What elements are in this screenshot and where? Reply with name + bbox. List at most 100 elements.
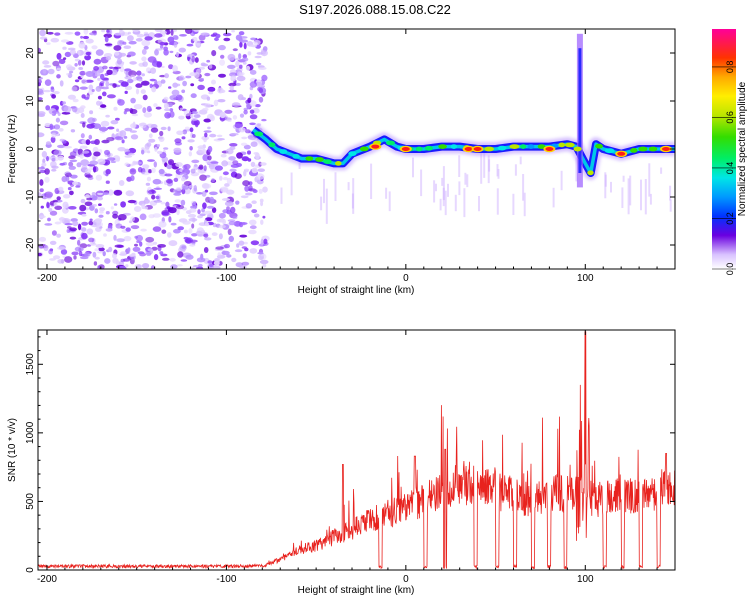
streak	[320, 196, 323, 211]
noise-blob	[53, 202, 58, 207]
noise-blob	[102, 251, 106, 257]
noise-blob	[226, 177, 232, 185]
noise-blob	[218, 212, 226, 219]
noise-blob	[147, 248, 153, 252]
noise-blob	[154, 29, 163, 33]
noise-blob	[229, 143, 238, 147]
noise-blob	[56, 196, 61, 201]
noise-blob	[219, 59, 226, 66]
noise-blob	[154, 33, 163, 38]
noise-blob	[249, 114, 258, 120]
noise-blob	[90, 140, 98, 145]
noise-blob	[106, 94, 116, 99]
noise-blob	[84, 201, 93, 207]
noise-blob	[120, 251, 127, 255]
noise-blob	[140, 89, 146, 94]
noise-blob	[255, 81, 263, 87]
noise-blob	[251, 209, 258, 214]
noise-blob	[150, 124, 158, 129]
noise-blob	[203, 118, 212, 123]
noise-blob	[175, 162, 183, 168]
snr-line	[38, 331, 675, 570]
noise-blob	[59, 80, 64, 87]
noise-blob	[67, 187, 72, 191]
noise-blob	[187, 213, 197, 218]
noise-blob	[206, 59, 211, 63]
noise-blob	[134, 243, 138, 247]
noise-blob	[228, 156, 236, 161]
noise-blob	[129, 130, 137, 133]
noise-blob	[138, 79, 143, 82]
track-segment	[587, 170, 594, 176]
track-segment	[438, 144, 447, 150]
noise-blob	[94, 256, 100, 260]
noise-blob	[141, 56, 147, 62]
streak	[478, 196, 480, 212]
noise-blob	[188, 217, 198, 222]
noise-blob	[59, 120, 69, 126]
x-tick-label: -100	[216, 574, 236, 585]
noise-blob	[80, 159, 89, 166]
noise-blob	[229, 168, 237, 172]
track-segment	[450, 144, 458, 150]
noise-blob	[67, 94, 76, 100]
noise-blob	[158, 221, 167, 228]
noise-blob	[139, 241, 143, 247]
spike-core	[578, 48, 582, 174]
noise-blob	[249, 100, 257, 107]
noise-blob	[114, 32, 121, 36]
noise-blob	[149, 83, 153, 89]
y-tick-label: -10	[25, 189, 36, 204]
noise-blob	[78, 250, 83, 257]
noise-blob	[38, 166, 46, 170]
track-segment	[537, 144, 546, 150]
noise-blob	[141, 48, 147, 55]
noise-blob	[73, 255, 77, 260]
noise-blob	[39, 169, 46, 174]
noise-blob	[38, 76, 43, 80]
noise-blob	[98, 214, 104, 218]
noise-blob	[251, 200, 257, 204]
noise-blob	[105, 180, 110, 184]
noise-blob	[225, 148, 234, 155]
noise-blob	[130, 175, 135, 182]
noise-blob	[86, 197, 93, 201]
streak	[560, 170, 563, 191]
noise-blob	[197, 168, 205, 174]
noise-blob	[180, 259, 188, 262]
noise-blob	[209, 263, 214, 267]
noise-blob	[80, 256, 89, 260]
streak	[464, 172, 467, 185]
streak	[627, 178, 630, 215]
noise-blob	[124, 162, 130, 167]
noise-blob	[140, 228, 147, 232]
noise-blob	[147, 169, 152, 174]
noise-blob	[97, 77, 101, 81]
noise-blob	[226, 189, 235, 195]
track-segment	[564, 142, 575, 148]
colorbar-tick-label: 0.6	[725, 111, 735, 124]
spectrogram-xlabel: Height of straight line (km)	[298, 285, 415, 296]
noise-blob	[146, 251, 152, 256]
noise-blob	[249, 69, 257, 75]
noise-blob	[135, 88, 140, 95]
noise-blob	[172, 82, 179, 88]
noise-blob	[134, 235, 138, 239]
noise-blob	[153, 241, 158, 245]
noise-blob	[99, 210, 104, 214]
noise-blob	[189, 127, 194, 133]
streak	[649, 193, 652, 205]
noise-blob	[197, 263, 203, 268]
noise-blob	[122, 41, 127, 45]
noise-blob	[234, 82, 241, 86]
noise-blob	[168, 86, 172, 89]
noise-blob	[77, 59, 82, 66]
noise-blob	[91, 192, 96, 196]
noise-blob	[234, 123, 242, 129]
noise-blob	[124, 76, 132, 80]
noise-blob	[142, 263, 150, 269]
colorbar-gradient	[712, 29, 736, 269]
noise-blob	[148, 133, 153, 138]
noise-blob	[141, 147, 145, 151]
noise-blob	[117, 266, 127, 269]
